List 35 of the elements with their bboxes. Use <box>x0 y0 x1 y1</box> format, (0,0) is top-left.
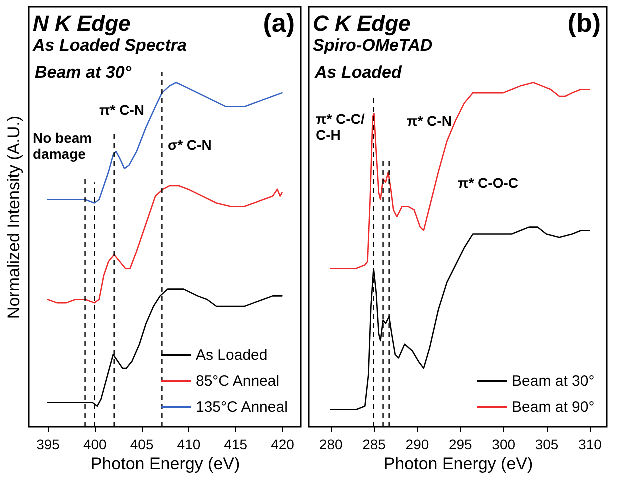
x-tick-label: 295 <box>448 436 473 452</box>
x-tick-label: 395 <box>36 436 60 452</box>
x-tick-label: 410 <box>177 436 201 452</box>
text: Beam at 30° <box>35 63 132 82</box>
legend-label: Beam at 90° <box>512 399 595 416</box>
text: (a) <box>263 8 295 38</box>
x-tick-label: 400 <box>83 436 108 452</box>
annotation: σ* C-N <box>168 137 212 153</box>
x-tick-label: 300 <box>492 436 516 452</box>
x-tick-label: 280 <box>319 436 343 452</box>
x-tick-label: 310 <box>578 436 602 452</box>
annotation: π* C-N <box>100 102 144 118</box>
chart-subtitle: As Loaded Spectra <box>32 36 187 55</box>
x-tick-label: 415 <box>224 436 248 452</box>
x-tick-label: 285 <box>362 436 386 452</box>
legend-label: Beam at 30° <box>512 373 595 390</box>
legend-label: 85°C Anneal <box>196 373 280 390</box>
x-tick-label: 290 <box>406 436 430 452</box>
annotation: No beam damage <box>33 130 92 162</box>
x-axis-title: Photon Energy (eV) <box>90 454 240 474</box>
annotation: π* C-N <box>407 113 452 129</box>
legend-label: As Loaded <box>196 347 268 364</box>
x-axis-title: Photon Energy (eV) <box>384 454 534 474</box>
legend-label: 135°C Anneal <box>196 399 288 416</box>
annotation: π* C-C/ C-H <box>316 111 365 143</box>
x-tick-label: 405 <box>130 436 154 452</box>
text: As Loaded <box>314 63 403 82</box>
chart-title: N K Edge <box>33 11 131 36</box>
annotation: π* C-O-C <box>458 175 518 191</box>
x-tick-label: 305 <box>535 436 559 452</box>
chart-title: C K Edge <box>313 11 411 36</box>
chart-subtitle: Spiro-OMeTAD <box>313 36 433 55</box>
x-tick-label: 420 <box>271 436 295 452</box>
y-axis-title: Normalized Intensity (A.U.) <box>4 116 24 320</box>
text: (b) <box>568 8 601 38</box>
